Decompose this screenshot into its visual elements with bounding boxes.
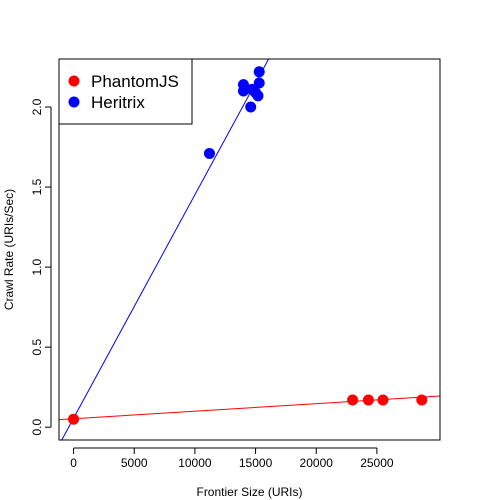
- data-point-heritrix: [237, 85, 249, 97]
- legend-label-heritrix: Heritrix: [91, 93, 145, 112]
- fit-lines-layer: [58, 58, 441, 441]
- legend-label-phantomjs: PhantomJS: [91, 72, 179, 91]
- data-point-phantomjs: [347, 394, 359, 406]
- data-point-heritrix: [253, 66, 265, 78]
- legend: PhantomJS Heritrix: [58, 58, 193, 125]
- data-point-heritrix: [245, 101, 257, 113]
- data-points-layer: [68, 66, 428, 425]
- x-axis-label: Frontier Size (URIs): [196, 485, 302, 499]
- legend-marker-heritrix: [68, 96, 80, 108]
- y-axis-label: Crawl Rate (URIs/Sec): [2, 189, 16, 310]
- y-tick-label: 0.5: [30, 338, 44, 355]
- y-tick-label: 2.0: [30, 98, 44, 115]
- y-axis: 0.0 0.5 1.0 1.5 2.0: [30, 98, 52, 436]
- y-tick-label: 1.0: [30, 258, 44, 275]
- y-tick-label: 0.0: [30, 419, 44, 436]
- legend-box: [58, 58, 193, 125]
- fit-line-heritrix: [61, 58, 270, 441]
- x-tick-label: 20000: [300, 456, 334, 470]
- x-tick-label: 15000: [239, 456, 273, 470]
- x-axis: 0 5000 10000 15000 20000 25000: [70, 447, 394, 470]
- data-point-heritrix: [253, 77, 265, 89]
- fit-line-phantomjs: [58, 395, 441, 421]
- y-tick-label: 1.5: [30, 178, 44, 195]
- legend-marker-phantomjs: [68, 75, 80, 87]
- data-point-phantomjs: [377, 394, 389, 406]
- x-tick-label: 10000: [178, 456, 212, 470]
- x-tick-label: 25000: [360, 456, 394, 470]
- data-point-phantomjs: [68, 413, 80, 425]
- data-point-heritrix: [203, 147, 215, 159]
- x-tick-label: 0: [70, 456, 77, 470]
- plot-frame: [58, 58, 441, 441]
- data-point-phantomjs: [416, 394, 428, 406]
- data-point-phantomjs: [362, 394, 374, 406]
- x-tick-label: 5000: [121, 456, 148, 470]
- data-point-heritrix: [252, 90, 264, 102]
